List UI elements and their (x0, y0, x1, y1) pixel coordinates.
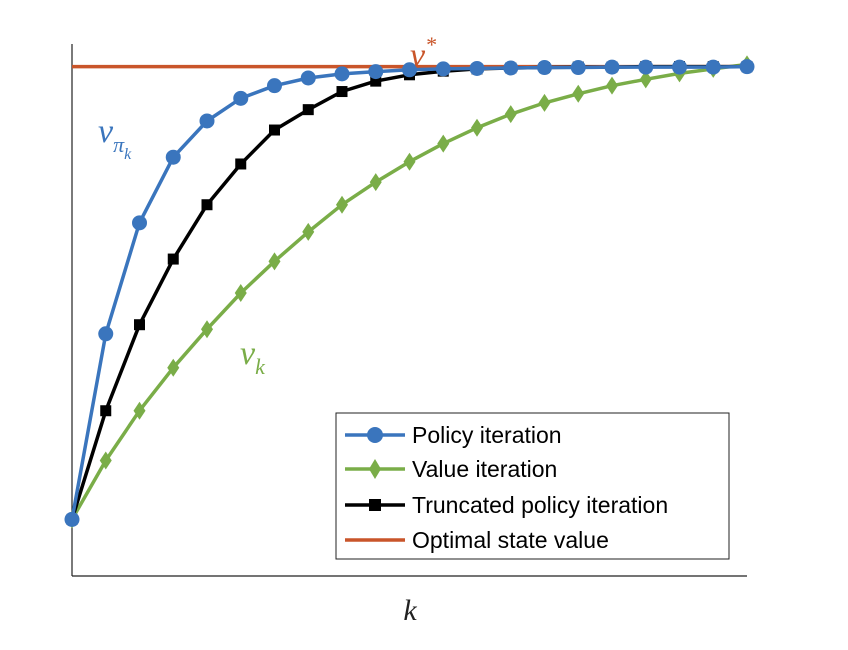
iterate-value-annotation: vk (240, 335, 266, 379)
legend-marker-value (369, 459, 381, 479)
point-truncated-7 (302, 104, 314, 116)
point-truncated-8 (336, 86, 348, 98)
point-truncated-4 (201, 199, 213, 211)
legend-item-value: Value iteration (345, 456, 557, 482)
legend-box (335, 412, 730, 560)
point-value-5 (234, 284, 247, 303)
legend: Policy iteration Value iteration Truncat… (335, 412, 730, 560)
point-value-15 (572, 84, 585, 103)
point-policy-16 (604, 59, 620, 75)
point-policy-18 (672, 59, 687, 75)
point-policy-19 (705, 59, 721, 75)
legend-marker-truncated (369, 499, 381, 511)
series-layer (64, 55, 755, 529)
series-policy (64, 59, 755, 527)
point-policy-11 (435, 61, 451, 77)
point-policy-8 (334, 66, 350, 82)
point-policy-15 (570, 60, 586, 76)
point-policy-5 (233, 90, 249, 106)
legend-label-value: Value iteration (412, 456, 557, 482)
optimal-value-annotation: v* (410, 32, 436, 74)
point-value-7 (302, 222, 315, 241)
point-value-13 (504, 105, 517, 124)
legend-item-truncated: Truncated policy iteration (345, 492, 668, 518)
point-value-17 (639, 70, 652, 89)
point-value-6 (268, 252, 281, 271)
point-policy-10 (402, 62, 417, 78)
point-policy-9 (368, 64, 384, 80)
x-axis-label: k (403, 594, 417, 627)
point-policy-20 (739, 59, 755, 75)
legend-item-optimal: Optimal state value (345, 527, 609, 553)
legend-label-policy: Policy iteration (412, 422, 562, 448)
point-truncated-5 (235, 158, 247, 170)
legend-item-policy: Policy iteration (345, 422, 562, 448)
point-truncated-6 (269, 124, 280, 136)
point-value-2 (133, 401, 146, 420)
policy-value-annotation: vπk (98, 113, 132, 163)
point-value-8 (336, 195, 348, 214)
point-truncated-2 (134, 319, 145, 331)
point-policy-2 (132, 215, 147, 231)
point-value-10 (403, 152, 416, 171)
point-policy-13 (503, 60, 519, 76)
point-policy-7 (300, 70, 316, 86)
point-policy-1 (98, 326, 114, 342)
point-policy-0 (64, 511, 80, 527)
point-value-3 (167, 358, 180, 377)
point-truncated-9 (370, 75, 382, 87)
point-policy-14 (537, 60, 552, 76)
point-policy-17 (638, 59, 654, 75)
point-value-9 (369, 173, 382, 192)
point-truncated-1 (100, 405, 112, 417)
point-value-1 (99, 451, 112, 470)
point-value-14 (538, 93, 551, 112)
axes (71, 44, 747, 577)
point-policy-4 (199, 113, 215, 129)
legend-marker-policy (367, 427, 383, 443)
point-policy-12 (469, 60, 485, 76)
point-truncated-3 (167, 253, 179, 265)
point-value-12 (471, 118, 483, 137)
point-value-11 (437, 134, 450, 153)
point-policy-6 (267, 78, 282, 94)
point-value-4 (201, 320, 213, 339)
legend-label-optimal: Optimal state value (412, 527, 609, 553)
point-policy-3 (165, 149, 181, 165)
legend-label-truncated: Truncated policy iteration (412, 492, 668, 518)
point-value-16 (606, 76, 618, 95)
